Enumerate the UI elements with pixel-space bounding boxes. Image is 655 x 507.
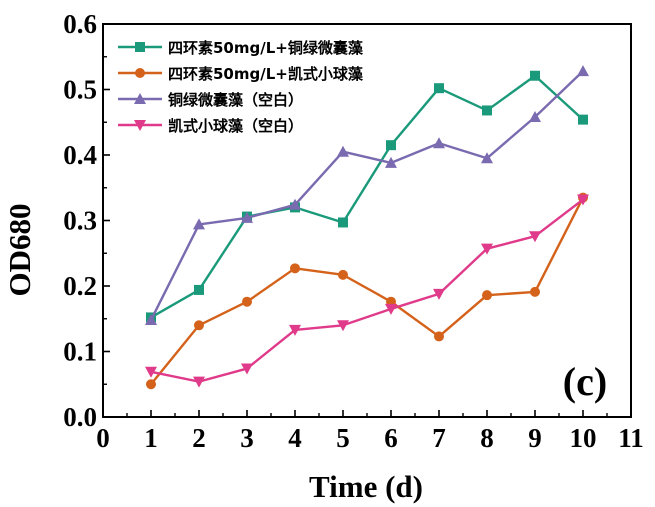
x-tick-label: 5 [336,423,350,453]
legend-label: 四环素50mg/L+铜绿微囊藻 [168,39,364,57]
series-3 [145,65,589,326]
data-point [529,231,541,243]
legend-marker [135,42,145,52]
series-4 [145,194,589,388]
y-axis-title: OD680 [2,204,37,297]
series-group [145,65,589,390]
data-point [146,379,156,390]
data-point [481,243,493,255]
data-point [482,105,492,116]
data-point [194,284,204,295]
data-point [241,363,253,375]
data-point [289,324,301,336]
x-tick-label: 1 [144,423,158,453]
data-point [290,263,300,274]
x-tick-label: 2 [192,423,206,453]
legend-label: 凯式小球藻（空白） [168,117,303,135]
x-tick-label: 0 [96,423,110,453]
legend-item-4: 凯式小球藻（空白） [118,117,303,135]
data-point [145,314,157,326]
x-tick-label: 11 [618,423,644,453]
x-tick-label: 4 [288,423,302,453]
legend-label: 铜绿微囊藻（空白） [168,91,303,109]
data-point [338,269,348,280]
axes: 0 1 2 3 4 5 6 7 8 9 10 11 0.0 0.1 0.2 0.3 0.4 0.5 0.6 [63,9,644,453]
data-point [530,70,540,81]
data-point [145,366,157,378]
y-tick-label: 0.5 [63,75,97,105]
y-tick-label: 0.6 [63,9,97,39]
legend-marker [135,68,145,78]
y-tick-label: 0.3 [63,206,97,236]
series-line [149,70,584,321]
legend-item-1: 四环素50mg/L+铜绿微囊藻 [118,39,364,57]
legend-item-3: 铜绿微囊藻（空白） [118,91,303,109]
x-tick-label: 7 [432,423,446,453]
y-tick-label: 0.2 [63,271,97,301]
series-line [150,74,584,319]
legend-marker [134,93,146,104]
x-tick-label: 8 [480,423,494,453]
panel-label: (c) [563,359,607,404]
data-point [385,303,397,315]
x-tick-label: 9 [528,423,542,453]
data-point [386,140,396,151]
data-point [577,65,589,77]
legend-label: 四环素50mg/L+凯式小球藻 [168,65,364,83]
data-point [337,145,349,157]
y-tick-label: 0.4 [63,140,97,170]
series-line [150,198,584,383]
series-line [150,197,585,386]
legend-marker [134,120,146,131]
data-point [193,376,205,388]
data-point [434,83,444,94]
data-point [337,320,349,332]
data-point [193,218,205,230]
data-point [482,290,492,301]
data-point [481,152,493,164]
data-point [385,156,397,168]
data-point [194,320,204,331]
x-tick-label: 10 [570,423,597,453]
y-tick-label: 0.1 [63,337,97,367]
y-tick-label: 0.0 [63,402,97,432]
x-tick-label: 3 [240,423,254,453]
data-point [577,194,589,206]
legend-item-2: 四环素50mg/L+凯式小球藻 [118,65,364,83]
data-point [578,114,588,125]
data-point [241,211,253,223]
data-point [434,331,444,342]
data-point [433,137,445,149]
data-point [338,217,348,228]
data-point [530,286,540,297]
data-point [433,288,445,300]
x-axis-title: Time (d) [309,469,423,504]
x-tick-label: 6 [384,423,398,453]
data-point [289,198,301,210]
data-point [242,296,252,307]
data-point [529,111,541,123]
